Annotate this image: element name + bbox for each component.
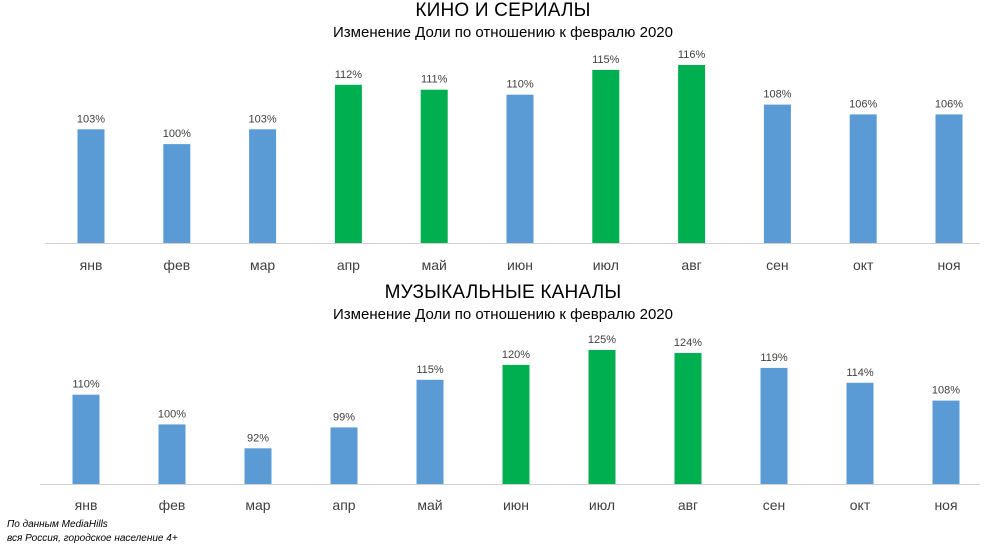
bar-июл <box>588 350 616 484</box>
bar-мар <box>249 129 277 243</box>
chart-subtitle: Изменение Доли по отношению к февралю 20… <box>333 306 673 323</box>
chart-title: МУЗЫКАЛЬНЫЕ КАНАЛЫ <box>384 282 622 303</box>
bar-сен <box>760 367 788 484</box>
category-label: янв <box>75 497 98 513</box>
chart-kino-serialy: КИНО И СЕРИАЛЫ Изменение Доли по отношен… <box>45 0 980 273</box>
data-label: 125% <box>588 334 616 346</box>
category-label: ноя <box>937 257 960 273</box>
data-label: 115% <box>592 54 620 66</box>
data-label: 106% <box>935 98 963 110</box>
source-footnote: По данным MediaHills вся Россия, городск… <box>7 518 178 546</box>
data-label: 124% <box>674 337 702 349</box>
category-label: окт <box>850 497 871 513</box>
category-label: апр <box>332 497 355 513</box>
category-label: май <box>417 497 442 513</box>
bar-апр <box>334 84 362 243</box>
data-label: 103% <box>77 113 105 125</box>
bar-июн <box>506 94 534 243</box>
footnote-line: По данным MediaHills <box>7 519 108 530</box>
data-label: 111% <box>421 74 448 86</box>
data-label: 99% <box>333 411 355 423</box>
category-label: янв <box>80 257 103 273</box>
bar-сен <box>763 104 791 243</box>
category-label: фев <box>159 497 186 513</box>
chart-subtitle: Изменение Доли по отношению к февралю 20… <box>333 24 673 41</box>
chart-title: КИНО И СЕРИАЛЫ <box>415 0 591 21</box>
data-label: 119% <box>760 352 788 364</box>
data-label: 115% <box>416 364 444 376</box>
data-label: 116% <box>678 49 706 61</box>
bar-июн <box>502 364 530 484</box>
bar-авг <box>674 353 702 484</box>
bar-окт <box>849 114 877 244</box>
category-label: июн <box>507 257 533 273</box>
bar-ноя <box>932 400 960 484</box>
data-label: 112% <box>335 69 363 81</box>
data-label: 92% <box>247 432 269 444</box>
data-label: 100% <box>163 128 191 140</box>
bar-авг <box>678 65 706 243</box>
category-label: сен <box>766 257 789 273</box>
bar-мар <box>244 448 272 484</box>
category-label: мар <box>250 257 275 273</box>
data-label: 110% <box>72 379 100 391</box>
data-label: 100% <box>158 408 186 420</box>
category-label: май <box>422 257 447 273</box>
bar-фев <box>163 144 191 243</box>
data-label: 108% <box>763 89 791 101</box>
category-label: сен <box>763 497 786 513</box>
data-label: 106% <box>849 98 877 110</box>
category-label: авг <box>678 497 698 513</box>
data-label: 120% <box>502 349 530 361</box>
data-label: 108% <box>932 385 960 397</box>
bar-янв <box>77 129 105 243</box>
category-label: окт <box>853 257 874 273</box>
data-label: 114% <box>846 367 874 379</box>
bar-янв <box>72 394 100 484</box>
bar-ноя <box>935 114 963 244</box>
bar-окт <box>846 382 874 484</box>
category-label: июл <box>589 497 615 513</box>
category-label: мар <box>245 497 270 513</box>
category-label: июн <box>503 497 529 513</box>
bar-май <box>420 89 448 243</box>
bar-май <box>416 379 444 484</box>
category-label: фев <box>163 257 190 273</box>
bar-июл <box>592 69 620 244</box>
category-label: ноя <box>934 497 957 513</box>
bar-chart-svg: 110% янв 100% фев 92% мар 99% апр 115% май 120% июн… <box>40 334 980 513</box>
bar-chart-svg: 103% янв 100% фев 103% мар 112% апр 111% май 110% и… <box>45 49 980 273</box>
data-label: 103% <box>249 113 277 125</box>
chart-muzykalnye-kanaly: МУЗЫКАЛЬНЫЕ КАНАЛЫ Изменение Доли по отн… <box>0 280 1006 516</box>
bar-апр <box>330 427 358 484</box>
category-label: апр <box>337 257 360 273</box>
category-label: авг <box>681 257 701 273</box>
footnote-line: вся Россия, городское население 4+ <box>7 533 178 544</box>
bar-фев <box>158 424 186 484</box>
data-label: 110% <box>506 79 534 91</box>
category-label: июл <box>593 257 619 273</box>
